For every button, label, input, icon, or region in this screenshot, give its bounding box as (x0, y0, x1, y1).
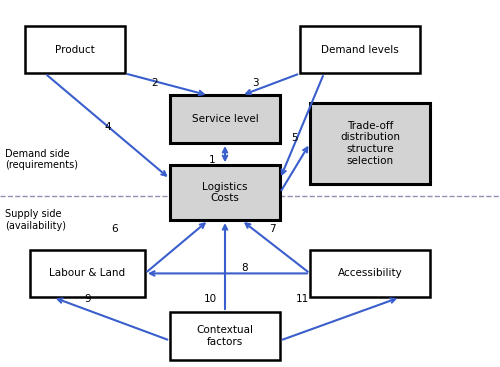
Text: Supply side
(availability): Supply side (availability) (5, 210, 66, 231)
Text: Service level: Service level (192, 114, 258, 124)
Text: 4: 4 (104, 121, 111, 132)
Text: 6: 6 (112, 224, 118, 235)
Text: Labour & Land: Labour & Land (50, 268, 126, 279)
Bar (30, 250, 145, 297)
Text: Contextual
factors: Contextual factors (196, 325, 254, 346)
Text: 5: 5 (292, 132, 298, 143)
Bar (170, 165, 280, 220)
Text: 2: 2 (152, 77, 158, 88)
Text: 11: 11 (296, 294, 309, 304)
Text: Accessibility: Accessibility (338, 268, 402, 279)
Bar (170, 95, 280, 143)
Text: Logistics
Costs: Logistics Costs (202, 182, 248, 203)
Bar (300, 26, 420, 73)
Text: 8: 8 (242, 263, 248, 273)
Bar (170, 312, 280, 360)
Bar (310, 103, 430, 184)
Text: Demand levels: Demand levels (321, 44, 399, 55)
Text: Trade-off
distribution
structure
selection: Trade-off distribution structure selecti… (340, 121, 400, 166)
Bar (310, 250, 430, 297)
Bar (25, 26, 125, 73)
Text: Demand side
(requirements): Demand side (requirements) (5, 149, 78, 170)
Text: 10: 10 (204, 294, 216, 304)
Text: Product: Product (55, 44, 95, 55)
Text: 7: 7 (269, 224, 276, 235)
Text: 1: 1 (209, 155, 216, 165)
Text: 9: 9 (84, 294, 91, 304)
Text: 3: 3 (252, 77, 258, 88)
